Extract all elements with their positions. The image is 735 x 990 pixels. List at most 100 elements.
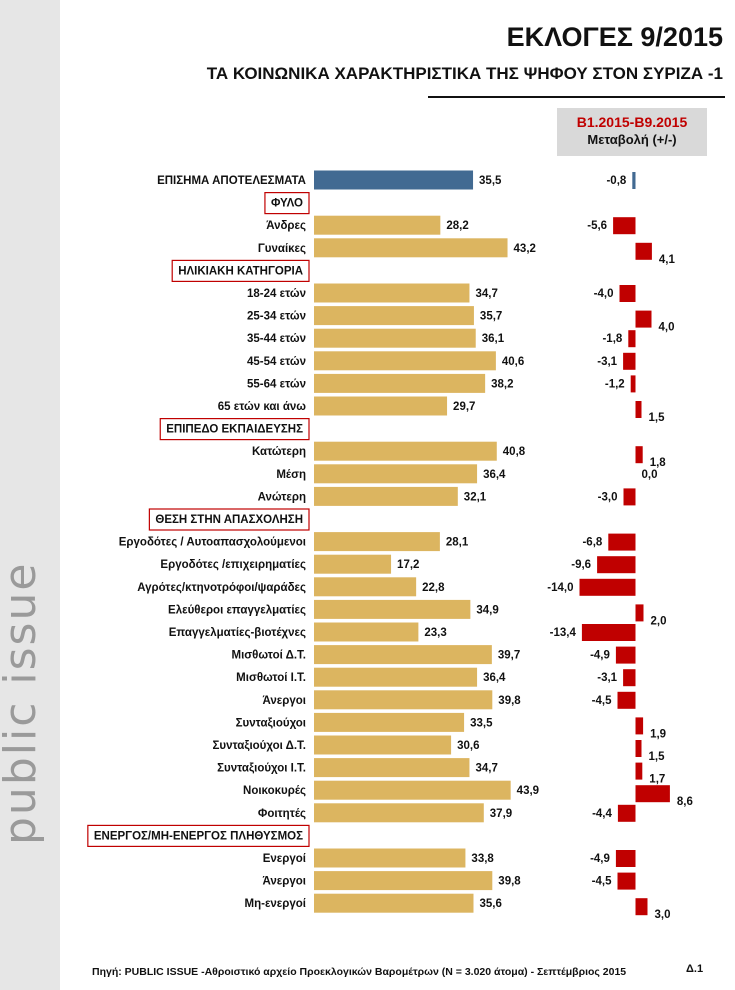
row-label: Μη-ενεργοί (245, 898, 306, 910)
change-bar (635, 401, 642, 418)
value-bar (314, 351, 496, 371)
change-label: 1,7 (649, 774, 665, 786)
value-label: 28,2 (446, 220, 468, 232)
row-label: Άνδρες (266, 220, 306, 232)
change-bar (617, 804, 636, 822)
value-bar (314, 735, 452, 755)
change-label: 8,6 (677, 796, 693, 808)
change-bar (635, 310, 652, 328)
section-label: ΕΝΕΡΓΟΣ/ΜΗ-ΕΝΕΡΓΟΣ ΠΛΗΘΥΣΜΟΣ (94, 830, 303, 842)
change-bar (623, 488, 636, 506)
side-band (0, 0, 60, 990)
row-label: 65 ετών και άνω (218, 401, 307, 413)
value-label: 17,2 (397, 559, 419, 571)
section-box (148, 508, 310, 531)
change-label: -5,6 (587, 220, 607, 232)
row-label: 18-24 ετών (247, 288, 306, 300)
value-label: 36,4 (483, 469, 506, 481)
value-bar (314, 871, 493, 891)
row-label: Εργοδότες / Αυτοαπασχολούμενοι (119, 537, 306, 549)
change-label: -1,8 (602, 333, 622, 345)
section-box (87, 824, 310, 848)
change-bar (635, 898, 648, 916)
change-label: -6,8 (582, 537, 602, 549)
change-label: -4,9 (590, 650, 610, 662)
change-bar (608, 533, 636, 551)
value-bar (314, 712, 465, 732)
change-label: 2,0 (651, 615, 667, 627)
change-label: Μεταβολή (+/-) (587, 132, 677, 147)
value-bar (314, 328, 476, 348)
value-label: 36,1 (482, 333, 505, 345)
change-bar (635, 717, 644, 735)
section-box (264, 192, 310, 215)
row-label: Συνταξιούχοι Δ.Τ. (212, 740, 306, 752)
change-bar (635, 762, 643, 780)
change-label: 1,5 (649, 751, 666, 763)
value-label: 43,2 (514, 243, 536, 255)
value-bar (314, 690, 493, 710)
change-label: -14,0 (547, 582, 573, 594)
change-label: -4,5 (592, 695, 612, 707)
change-label: -4,0 (594, 288, 614, 300)
row-label: 55-64 ετών (247, 378, 306, 390)
change-bar (617, 691, 636, 709)
row-label: Επαγγελματίες-βιοτέχνες (169, 627, 306, 639)
value-bar (314, 554, 392, 574)
change-label: -9,6 (571, 559, 591, 571)
change-label: 4,0 (659, 322, 675, 334)
change-label: -3,1 (597, 356, 617, 368)
value-bar (314, 803, 484, 823)
value-label: 35,5 (479, 175, 502, 187)
change-bar (623, 352, 636, 370)
change-bar (635, 604, 644, 622)
value-label: 29,7 (453, 401, 475, 413)
row-label: Μέση (276, 469, 306, 481)
change-label: 4,1 (659, 254, 676, 266)
change-period: Β1.2015-Β9.2015 (576, 114, 688, 130)
value-label: 34,7 (475, 288, 497, 300)
row-label: Άνεργοι (263, 695, 306, 707)
value-label: 40,6 (502, 356, 524, 368)
change-label: 3,0 (655, 909, 671, 921)
change-label: -3,1 (597, 672, 617, 684)
row-label: 25-34 ετών (247, 311, 306, 323)
change-bar (615, 646, 636, 664)
value-bar (314, 645, 492, 665)
change-bar (579, 578, 636, 596)
row-label: Συνταξιούχοι (236, 717, 306, 729)
section-box (159, 418, 310, 441)
value-bar (314, 758, 470, 778)
total-bar (314, 170, 474, 190)
row-label: Μισθωτοί Δ.Τ. (232, 650, 306, 662)
value-label: 23,3 (424, 627, 446, 639)
page-subtitle: ΤΑ ΚΟΙΝΩΝΙΚΑ ΧΑΡΑΚΤΗΡΙΣΤΙΚΑ ΤΗΣ ΨΗΦΟΥ ΣΤ… (206, 64, 723, 83)
value-bar (314, 532, 440, 552)
value-bar (314, 486, 458, 506)
value-label: 43,9 (517, 785, 539, 797)
change-bar (635, 242, 652, 260)
row-label: Γυναίκες (258, 243, 306, 255)
value-label: 39,8 (498, 876, 521, 888)
section-box (171, 259, 310, 282)
title-divider (428, 96, 725, 98)
section-label: ΦΥΛΟ (271, 198, 303, 210)
change-label: -3,0 (598, 491, 618, 503)
change-label: 1,9 (650, 728, 666, 740)
value-label: 34,9 (476, 604, 498, 616)
change-label: 0,0 (642, 469, 658, 481)
row-label: Εργοδότες /επιχειρηματίες (160, 559, 306, 571)
change-bar (635, 740, 642, 757)
value-label: 32,1 (464, 491, 487, 503)
value-bar (314, 215, 441, 235)
change-header: Β1.2015-Β9.2015 Μεταβολή (+/-) (557, 108, 707, 156)
value-label: 33,8 (471, 853, 494, 865)
value-bar (314, 441, 497, 461)
value-label: 30,6 (457, 740, 479, 752)
source-footer: Πηγή: PUBLIC ISSUE -Αθροιστικό αρχείο Πρ… (92, 966, 627, 978)
change-bar (623, 669, 636, 687)
change-label: -0,8 (606, 175, 626, 187)
row-label: 45-54 ετών (247, 356, 306, 368)
row-label: Αγρότες/κτηνοτρόφοι/ψαράδες (137, 582, 306, 594)
